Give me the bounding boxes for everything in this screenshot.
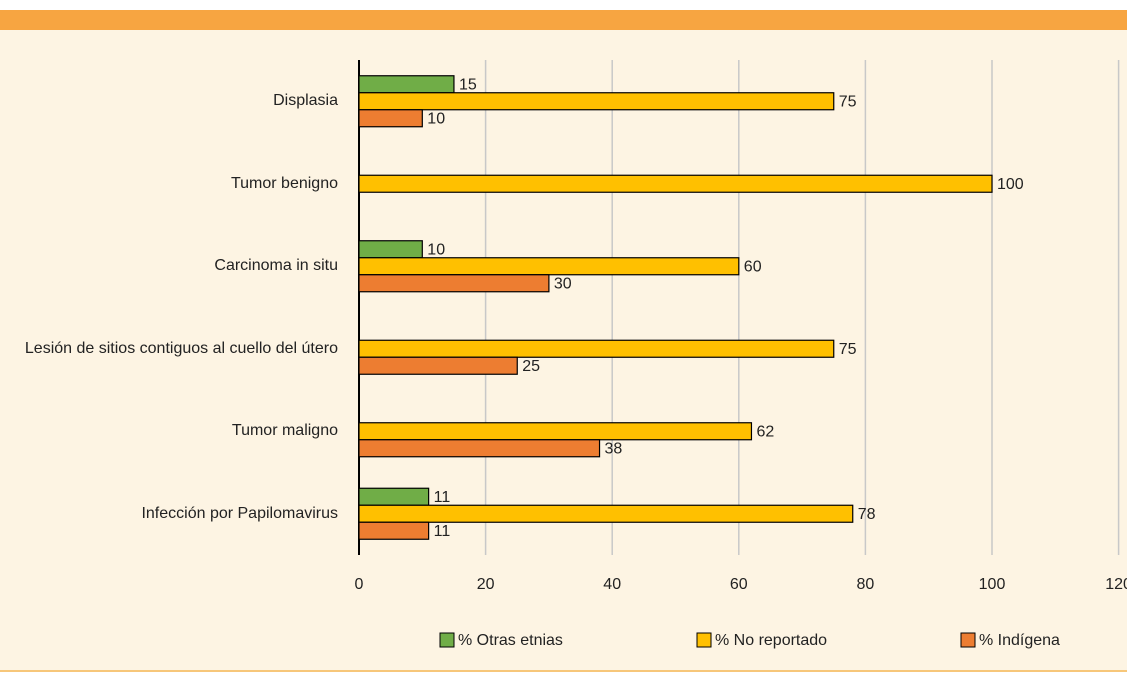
x-tick-label: 40 [603, 576, 621, 593]
bar [358, 422, 753, 441]
data-label: 25 [522, 358, 540, 375]
bar [358, 521, 430, 540]
bar [358, 504, 854, 523]
legend-swatch [439, 632, 455, 648]
bar [358, 92, 835, 111]
bar [358, 274, 550, 293]
legend-swatch [960, 632, 976, 648]
x-tick-label: 0 [355, 576, 364, 593]
x-tick-label: 60 [730, 576, 748, 593]
legend-label: % Otras etnias [458, 632, 563, 649]
data-label: 75 [839, 341, 857, 358]
category-label: Tumor benigno [230, 174, 338, 192]
x-tick-label: 120 [1105, 576, 1127, 593]
bar [358, 439, 601, 458]
category-label: Carcinoma in situ [214, 257, 338, 275]
bar [358, 240, 423, 259]
data-label: 38 [605, 440, 623, 457]
bar [358, 174, 993, 193]
data-label: 100 [997, 176, 1024, 193]
legend-label: % No reportado [715, 632, 827, 649]
bar [358, 487, 430, 506]
category-label: Displasia [273, 92, 338, 110]
legend-swatch [696, 632, 712, 648]
category-label: Lesión de sitios contiguos al cuello del… [24, 339, 338, 357]
category-label: Tumor maligno [231, 422, 338, 440]
footer-line [0, 670, 1127, 672]
data-label: 10 [427, 110, 445, 127]
bar [358, 109, 423, 128]
data-label: 15 [459, 76, 477, 93]
data-label: 75 [839, 93, 857, 110]
data-label: 11 [434, 523, 451, 540]
header-bar [0, 10, 1127, 30]
data-label: 60 [744, 258, 762, 275]
bar [358, 75, 455, 94]
data-label: 62 [756, 423, 774, 440]
bar [358, 356, 518, 375]
x-tick-label: 20 [477, 576, 495, 593]
bar [358, 339, 835, 358]
bar [358, 257, 740, 276]
data-label: 10 [427, 241, 445, 258]
data-label: 30 [554, 275, 572, 292]
x-tick-label: 100 [979, 576, 1006, 593]
legend-label: % Indígena [979, 632, 1060, 649]
data-label: 78 [858, 506, 876, 523]
data-label: 11 [434, 489, 451, 506]
category-label: Infección por Papilomavirus [141, 504, 338, 522]
x-tick-label: 80 [857, 576, 875, 593]
